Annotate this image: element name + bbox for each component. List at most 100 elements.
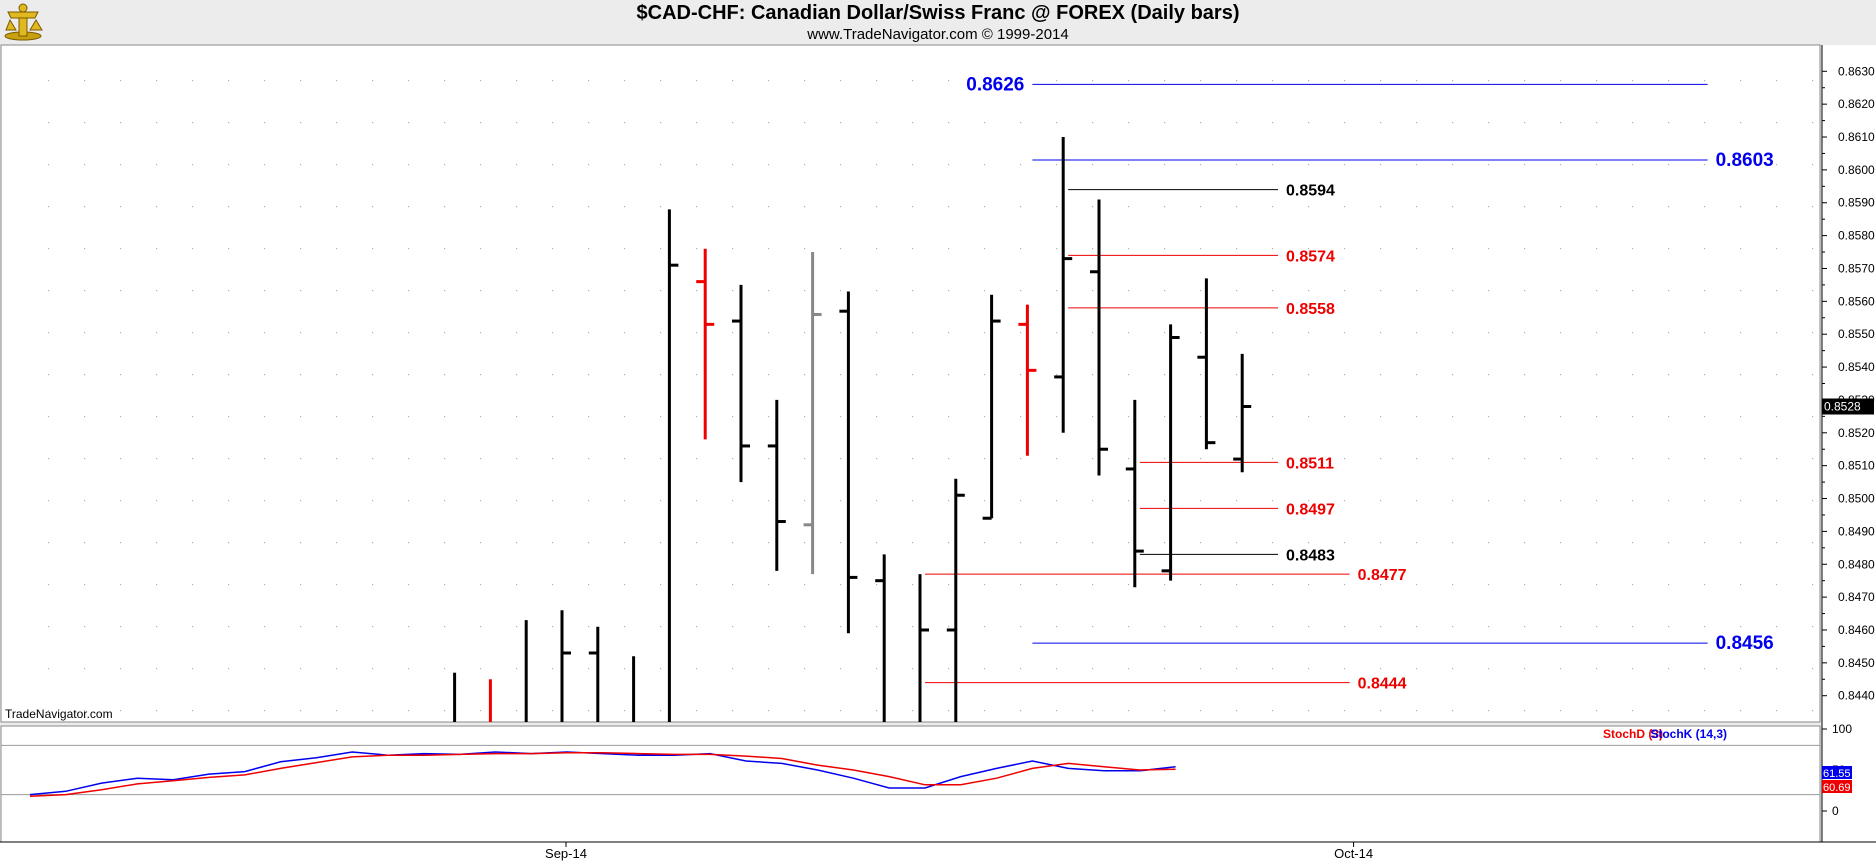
grid-dot	[48, 290, 50, 292]
grid-dot	[1596, 584, 1598, 586]
grid-dot	[1488, 710, 1490, 712]
grid-dot	[1092, 332, 1094, 334]
time-tick-label: Sep-14	[545, 846, 587, 861]
grid-dot	[1740, 500, 1742, 502]
grid-dot	[1056, 164, 1058, 166]
grid-dot	[1704, 332, 1706, 334]
grid-dot	[1164, 626, 1166, 628]
grid-dot	[876, 542, 878, 544]
grid-dot	[120, 248, 122, 250]
grid-dot	[660, 206, 662, 208]
grid-dot	[804, 332, 806, 334]
grid-dot	[264, 164, 266, 166]
grid-dot	[1812, 458, 1814, 460]
grid-dot	[1596, 332, 1598, 334]
grid-dot	[1668, 626, 1670, 628]
grid-dot	[1488, 542, 1490, 544]
level-label: 0.8594	[1286, 183, 1335, 200]
grid-dot	[1272, 542, 1274, 544]
grid-dot	[912, 80, 914, 82]
grid-dot	[192, 332, 194, 334]
grid-dot	[1020, 584, 1022, 586]
grid-dot	[192, 668, 194, 670]
grid-dot	[372, 626, 374, 628]
grid-dot	[912, 374, 914, 376]
grid-dot	[696, 248, 698, 250]
grid-dot	[1020, 122, 1022, 124]
grid-dot	[84, 668, 86, 670]
grid-dot	[156, 584, 158, 586]
grid-dot	[1128, 500, 1130, 502]
grid-dot	[732, 584, 734, 586]
grid-dot	[588, 458, 590, 460]
grid-dot	[120, 80, 122, 82]
grid-dot	[552, 458, 554, 460]
grid-dot	[120, 332, 122, 334]
grid-dot	[300, 542, 302, 544]
grid-dot	[624, 248, 626, 250]
grid-dot	[660, 248, 662, 250]
grid-dot	[1272, 374, 1274, 376]
grid-dot	[1524, 164, 1526, 166]
price-tick-label: 0.8440	[1838, 689, 1875, 703]
grid-dot	[1740, 584, 1742, 586]
grid-dot	[156, 542, 158, 544]
grid-dot	[1524, 710, 1526, 712]
stoch-last-value-label: 60.69	[1823, 782, 1851, 794]
grid-dot	[120, 164, 122, 166]
grid-dot	[948, 500, 950, 502]
grid-dot	[1740, 248, 1742, 250]
grid-dot	[516, 332, 518, 334]
grid-dot	[84, 458, 86, 460]
grid-dot	[660, 416, 662, 418]
chart-subtitle: www.TradeNavigator.com © 1999-2014	[807, 26, 1069, 43]
grid-dot	[480, 584, 482, 586]
grid-dot	[444, 668, 446, 670]
grid-dot	[1632, 458, 1634, 460]
grid-dot	[1272, 416, 1274, 418]
grid-dot	[48, 668, 50, 670]
grid-dot	[984, 290, 986, 292]
grid-dot	[120, 206, 122, 208]
grid-dot	[1380, 500, 1382, 502]
grid-dot	[1560, 500, 1562, 502]
grid-dot	[1632, 584, 1634, 586]
grid-dot	[696, 626, 698, 628]
grid-dot	[228, 374, 230, 376]
grid-dot	[336, 458, 338, 460]
grid-dot	[768, 584, 770, 586]
grid-dot	[660, 458, 662, 460]
grid-dot	[84, 710, 86, 712]
grid-dot	[948, 290, 950, 292]
grid-dot	[1596, 80, 1598, 82]
level-label: 0.8511	[1286, 455, 1334, 472]
grid-dot	[660, 332, 662, 334]
grid-dot	[156, 164, 158, 166]
grid-dot	[948, 626, 950, 628]
grid-dot	[300, 80, 302, 82]
grid-dot	[1092, 80, 1094, 82]
grid-dot	[876, 248, 878, 250]
grid-dot	[1776, 290, 1778, 292]
grid-dot	[696, 80, 698, 82]
grid-dot	[1092, 500, 1094, 502]
grid-dot	[444, 164, 446, 166]
grid-dot	[228, 332, 230, 334]
grid-dot	[1308, 416, 1310, 418]
grid-dot	[1092, 164, 1094, 166]
grid-dot	[732, 542, 734, 544]
grid-dot	[1344, 500, 1346, 502]
grid-dot	[1416, 710, 1418, 712]
grid-dot	[1560, 248, 1562, 250]
grid-dot	[408, 164, 410, 166]
grid-dot	[552, 290, 554, 292]
grid-dot	[1704, 500, 1706, 502]
grid-dot	[948, 542, 950, 544]
grid-dot	[1596, 710, 1598, 712]
stoch-legend-d: StochD (3)	[1603, 727, 1663, 741]
grid-dot	[1596, 458, 1598, 460]
grid-dot	[264, 500, 266, 502]
grid-dot	[1488, 626, 1490, 628]
grid-dot	[1128, 290, 1130, 292]
grid-dot	[1020, 542, 1022, 544]
